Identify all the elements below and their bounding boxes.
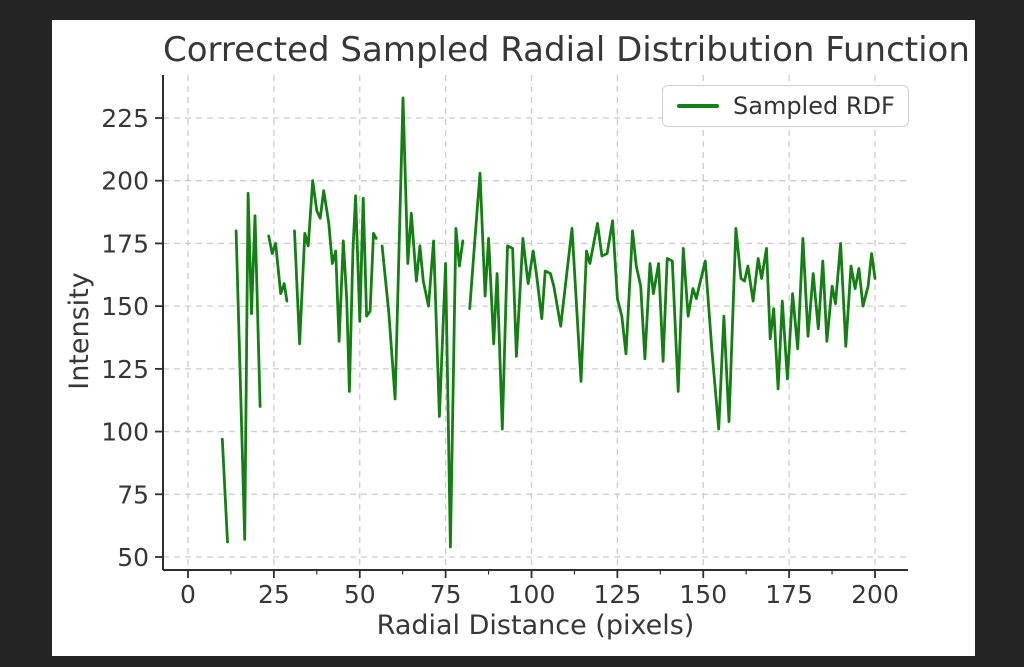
chart-title: Corrected Sampled Radial Distribution Fu…: [163, 30, 970, 70]
x-tick-label: 75: [430, 580, 462, 609]
legend-line-swatch: [677, 104, 719, 108]
plot-area: 0 25 50 75 100 125 150 175 200 50 75 100 125 150 175 20…: [101, 75, 908, 609]
x-tick-label: 100: [508, 580, 556, 609]
x-tick-label: 25: [258, 580, 290, 609]
x-tick-label: 200: [851, 580, 899, 609]
rdf-line-series: [220, 96, 877, 549]
y-tick-label: 175: [101, 229, 149, 258]
y-tick-label: 225: [101, 104, 149, 133]
y-tick-label: 100: [101, 418, 149, 447]
y-tick-label: 75: [117, 480, 149, 509]
legend-label: Sampled RDF: [733, 92, 895, 120]
y-axis-label: Intensity: [64, 272, 95, 390]
y-tick-label: 125: [101, 355, 149, 384]
x-tick-label: 150: [679, 580, 727, 609]
legend: Sampled RDF: [662, 85, 909, 127]
figure-canvas: 0 25 50 75 100 125 150 175 200 50 75 100 125 150 175 20…: [52, 20, 975, 656]
x-tick-label: 175: [765, 580, 813, 609]
y-tick-label: 150: [101, 292, 149, 321]
y-tick-label: 50: [117, 543, 149, 572]
x-tick-label: 125: [594, 580, 642, 609]
x-tick-label: 50: [344, 580, 376, 609]
x-tick-label: 0: [180, 580, 196, 609]
x-axis-label: Radial Distance (pixels): [376, 610, 695, 641]
y-tick-label: 200: [101, 167, 149, 196]
